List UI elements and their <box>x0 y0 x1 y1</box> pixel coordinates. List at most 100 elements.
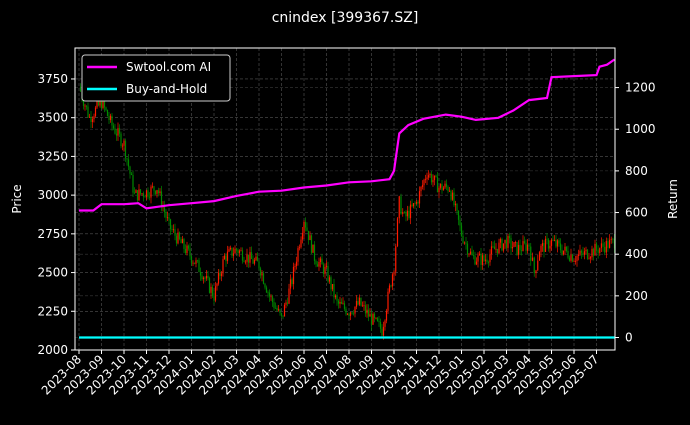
candle-body <box>100 100 103 109</box>
candle-body <box>115 133 118 136</box>
candle-body <box>495 248 497 250</box>
candle-body <box>327 266 329 282</box>
candle-body <box>460 225 463 236</box>
candle-body <box>285 302 287 305</box>
candle-body <box>97 101 100 106</box>
candle-body <box>510 238 512 249</box>
candle-body <box>325 266 328 268</box>
candle-body <box>400 196 402 215</box>
candle-body <box>190 256 193 263</box>
candle-body <box>405 212 407 217</box>
candle-body <box>253 260 256 264</box>
candle-body <box>139 189 142 194</box>
candle-body <box>315 260 317 265</box>
candle-body <box>312 244 314 253</box>
candle-body <box>403 212 406 213</box>
candle-body <box>537 260 539 271</box>
candle-body <box>213 296 215 301</box>
candle-body <box>300 239 302 248</box>
candle-body <box>340 301 343 304</box>
candle-body <box>586 249 589 259</box>
candle-body <box>355 301 358 307</box>
candle-body <box>367 309 370 317</box>
candle-body <box>201 275 203 280</box>
y-tick-label: 2750 <box>37 227 68 241</box>
candle-body <box>177 232 179 244</box>
candle-body <box>262 273 265 284</box>
candle-body <box>607 240 609 248</box>
candle-body <box>546 238 548 240</box>
y-right-tick-label: 0 <box>625 331 633 345</box>
candle-body <box>235 248 238 250</box>
candle-body <box>466 243 469 254</box>
candle-body <box>268 292 271 297</box>
candle-body <box>195 260 197 264</box>
candle-body <box>561 250 563 255</box>
candle-body <box>484 259 487 261</box>
candle-body <box>126 158 128 160</box>
candle-body <box>438 187 440 193</box>
candle-body <box>349 312 352 316</box>
candle-body <box>559 243 562 251</box>
candle-body <box>336 295 338 301</box>
candle-body <box>562 250 565 255</box>
candle-body <box>160 191 163 208</box>
candle-body <box>465 242 467 244</box>
y-tick-label: 2000 <box>37 343 68 357</box>
candle-body <box>508 236 511 239</box>
candle-body <box>270 296 272 298</box>
candle-body <box>286 302 289 304</box>
candle-body <box>132 175 134 193</box>
candle-body <box>549 245 551 249</box>
legend: Swtool.com AI Buy-and-Hold <box>81 54 231 102</box>
candle-body <box>490 246 493 255</box>
candle-body <box>568 257 571 261</box>
candle-body <box>135 190 137 193</box>
candle-body <box>398 196 400 219</box>
candle-body <box>256 256 259 262</box>
candle-body <box>217 272 220 284</box>
candle-body <box>258 261 260 269</box>
candle-body <box>538 252 541 261</box>
candle-body <box>136 190 139 201</box>
candle-body <box>504 239 506 244</box>
candle-body <box>453 192 455 206</box>
y-right-tick-label: 800 <box>625 164 648 178</box>
series-lines <box>79 58 616 339</box>
candle-body <box>406 210 409 217</box>
candle-body <box>154 190 157 194</box>
candle-body <box>202 277 205 280</box>
candle-body <box>507 236 509 248</box>
candle-body <box>612 238 614 240</box>
candle-body <box>469 251 472 254</box>
axes: 2000 2250 2500 2750 3000 3250 3500 3750 0 200 400 6… <box>37 72 655 398</box>
candle-body <box>360 297 362 306</box>
candle-body <box>530 246 532 261</box>
legend-label-buy-hold: Buy-and-Hold <box>126 82 207 96</box>
y-right-tick-label: 600 <box>625 206 648 220</box>
candle-body <box>570 254 572 261</box>
candle-body <box>391 274 394 287</box>
candle-body <box>169 219 172 230</box>
plot-frame <box>74 47 616 351</box>
candle-body <box>193 262 196 264</box>
candle-body <box>531 257 534 261</box>
candle-body <box>517 244 520 255</box>
candle-body <box>567 250 569 258</box>
candle-body <box>117 128 119 136</box>
candle-body <box>291 279 293 285</box>
candle-body <box>223 255 226 260</box>
candle-body <box>232 253 235 256</box>
candle-body <box>330 277 332 290</box>
candle-body <box>316 264 319 267</box>
candle-body <box>580 250 583 253</box>
candle-body <box>481 255 484 265</box>
candle-body <box>364 305 367 314</box>
candle-body <box>240 250 242 252</box>
candle-body <box>373 313 376 319</box>
candle-body <box>426 177 428 180</box>
candle-body <box>361 305 364 307</box>
candle-body <box>375 317 377 319</box>
y-axis-right-label: Return <box>666 179 680 219</box>
candle-body <box>124 140 127 159</box>
